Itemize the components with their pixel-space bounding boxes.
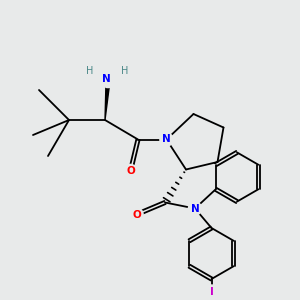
Polygon shape <box>105 81 110 120</box>
Circle shape <box>101 74 115 88</box>
Circle shape <box>130 208 143 221</box>
Circle shape <box>188 202 202 215</box>
Text: H: H <box>121 65 128 76</box>
Circle shape <box>124 164 137 178</box>
Text: N: N <box>102 74 111 85</box>
Circle shape <box>205 285 218 298</box>
Text: I: I <box>210 286 213 297</box>
Text: N: N <box>190 203 200 214</box>
Text: O: O <box>126 166 135 176</box>
Text: O: O <box>132 209 141 220</box>
Text: H: H <box>86 65 94 76</box>
Text: N: N <box>162 134 171 145</box>
Circle shape <box>160 133 173 146</box>
